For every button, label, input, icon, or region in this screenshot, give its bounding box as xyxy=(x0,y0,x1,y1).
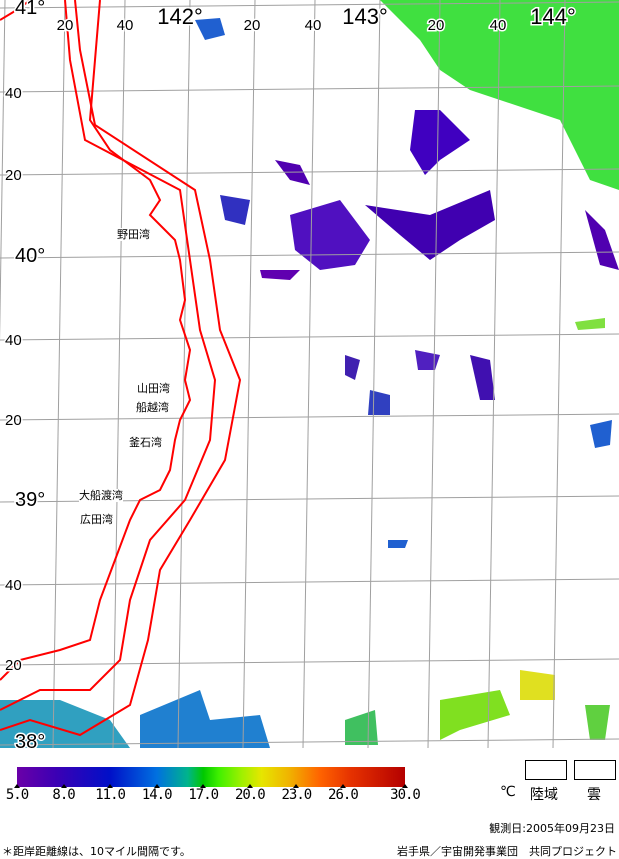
scale-tick-mark xyxy=(339,784,346,788)
latitude-label: 39° xyxy=(15,489,45,511)
latitude-label: 20 xyxy=(5,657,22,674)
bay-label-funakoshi: 船越湾 xyxy=(136,401,169,414)
scale-tick-mark xyxy=(293,784,300,788)
scale-tick-mark xyxy=(107,784,114,788)
meridian-line xyxy=(367,0,381,748)
scale-tick-label: 20.0 xyxy=(234,787,266,803)
longitude-label: 142° xyxy=(157,4,203,29)
distance-line-10mi xyxy=(0,0,217,711)
parallel-line xyxy=(0,658,619,666)
credit: 岩手県／宇宙開発事業団 共同プロジェクト xyxy=(397,845,617,858)
scale-tick-label: 5.0 xyxy=(5,787,29,803)
meridian-line xyxy=(0,0,6,343)
bay-label-hirota: 広田湾 xyxy=(80,513,113,526)
scale-tick-mark xyxy=(402,784,408,788)
longitude-label: 40 xyxy=(305,17,322,34)
lat-lon-grid xyxy=(0,0,619,748)
temperature-patch xyxy=(585,705,610,740)
longitude-label: 20 xyxy=(428,17,445,34)
scale-tick-label: 8.0 xyxy=(52,787,75,803)
latitude-label: 40 xyxy=(5,577,22,594)
bay-label-yamada: 山田湾 xyxy=(137,382,170,395)
latitude-label: 40 xyxy=(5,332,22,349)
latitude-label: 20 xyxy=(5,167,22,184)
temperature-patch xyxy=(345,710,378,745)
parallel-line xyxy=(0,1,619,9)
scale-tick-mark xyxy=(246,784,253,788)
bay-label-ofunato: 大船渡湾 xyxy=(79,489,123,502)
temperature-patch xyxy=(575,318,605,330)
temperature-patch xyxy=(368,390,390,415)
latitude-label: 38° xyxy=(15,731,45,748)
temperature-color-scale xyxy=(17,767,405,787)
temperature-patch xyxy=(0,700,130,748)
meridian-line xyxy=(487,0,501,748)
meridian-line xyxy=(302,0,316,748)
distance-line-20mi xyxy=(0,0,242,737)
temperature-patch xyxy=(345,355,360,380)
temperature-patch xyxy=(260,270,300,280)
temperature-patch xyxy=(290,200,370,270)
longitude-label: 144° xyxy=(530,4,576,29)
parallel-line xyxy=(0,333,619,341)
cloud-swatch xyxy=(574,760,616,780)
latitude-label: 40 xyxy=(5,85,22,102)
longitude-label: 40 xyxy=(117,17,134,34)
observation-date: 観測日:2005年09月23日 xyxy=(489,822,615,835)
scale-tick-label: 17.0 xyxy=(188,787,219,803)
temperature-patch xyxy=(195,18,225,40)
unit-label: ℃ xyxy=(500,784,516,800)
temperature-patch xyxy=(365,190,495,260)
distance-line-note: ＊距岸距離線は、10マイル間隔です。 xyxy=(2,845,191,858)
longitude-label: 20 xyxy=(57,17,74,34)
longitude-label: 20 xyxy=(244,17,261,34)
latitude-label: 20 xyxy=(5,412,22,429)
scale-tick-mark xyxy=(153,784,160,788)
temperature-patch xyxy=(585,210,619,270)
meridian-line xyxy=(52,0,66,748)
scale-tick-label: 23.0 xyxy=(281,787,313,803)
parallel-line xyxy=(0,578,619,586)
cloud-label: 雲 xyxy=(587,787,601,803)
parallel-line xyxy=(0,738,619,746)
temperature-patch xyxy=(590,420,612,448)
temperature-patch xyxy=(410,110,470,175)
meridian-line xyxy=(552,0,566,748)
parallel-line xyxy=(0,85,619,93)
scale-tick-mark xyxy=(60,784,67,788)
meridian-line xyxy=(112,0,126,748)
longitude-label: 143° xyxy=(342,4,388,29)
scale-tick-label: 11.0 xyxy=(95,787,126,803)
latitude-label: 41° xyxy=(15,0,45,19)
meridian-line xyxy=(177,0,191,748)
coastline xyxy=(0,0,192,681)
latitude-label: 40° xyxy=(15,245,45,267)
temperature-patch xyxy=(220,195,250,225)
meridian-line xyxy=(242,0,256,748)
temperature-patch xyxy=(140,690,270,748)
scale-tick-mark xyxy=(14,784,20,788)
scale-tick-label: 26.0 xyxy=(328,787,359,803)
land-swatch xyxy=(525,760,567,780)
bay-label-kamaishi: 釜石湾 xyxy=(129,436,162,449)
longitude-label: 40 xyxy=(490,17,507,34)
land-label: 陸域 xyxy=(530,787,558,803)
coastline-distance-lines xyxy=(0,0,242,737)
scale-tick-mark xyxy=(200,784,207,788)
parallel-line xyxy=(0,413,619,421)
temperature-patch xyxy=(470,355,495,400)
scale-tick-label: 30.0 xyxy=(390,787,421,803)
temperature-patch xyxy=(380,0,619,190)
parallel-line xyxy=(0,168,619,176)
scale-tick-label: 14.0 xyxy=(141,787,173,803)
temperature-patch xyxy=(388,540,408,548)
meridian-line xyxy=(427,0,441,748)
parallel-line xyxy=(0,251,619,259)
temperature-patch xyxy=(520,670,555,700)
temperature-patch xyxy=(415,350,440,370)
bay-label-noda: 野田湾 xyxy=(117,228,150,241)
temperature-patch xyxy=(440,690,510,740)
sea-surface-temperature-map: 20 40 142° 20 40 143° 20 40 144° 41° 40 20 40° 40 20 39… xyxy=(0,0,619,748)
